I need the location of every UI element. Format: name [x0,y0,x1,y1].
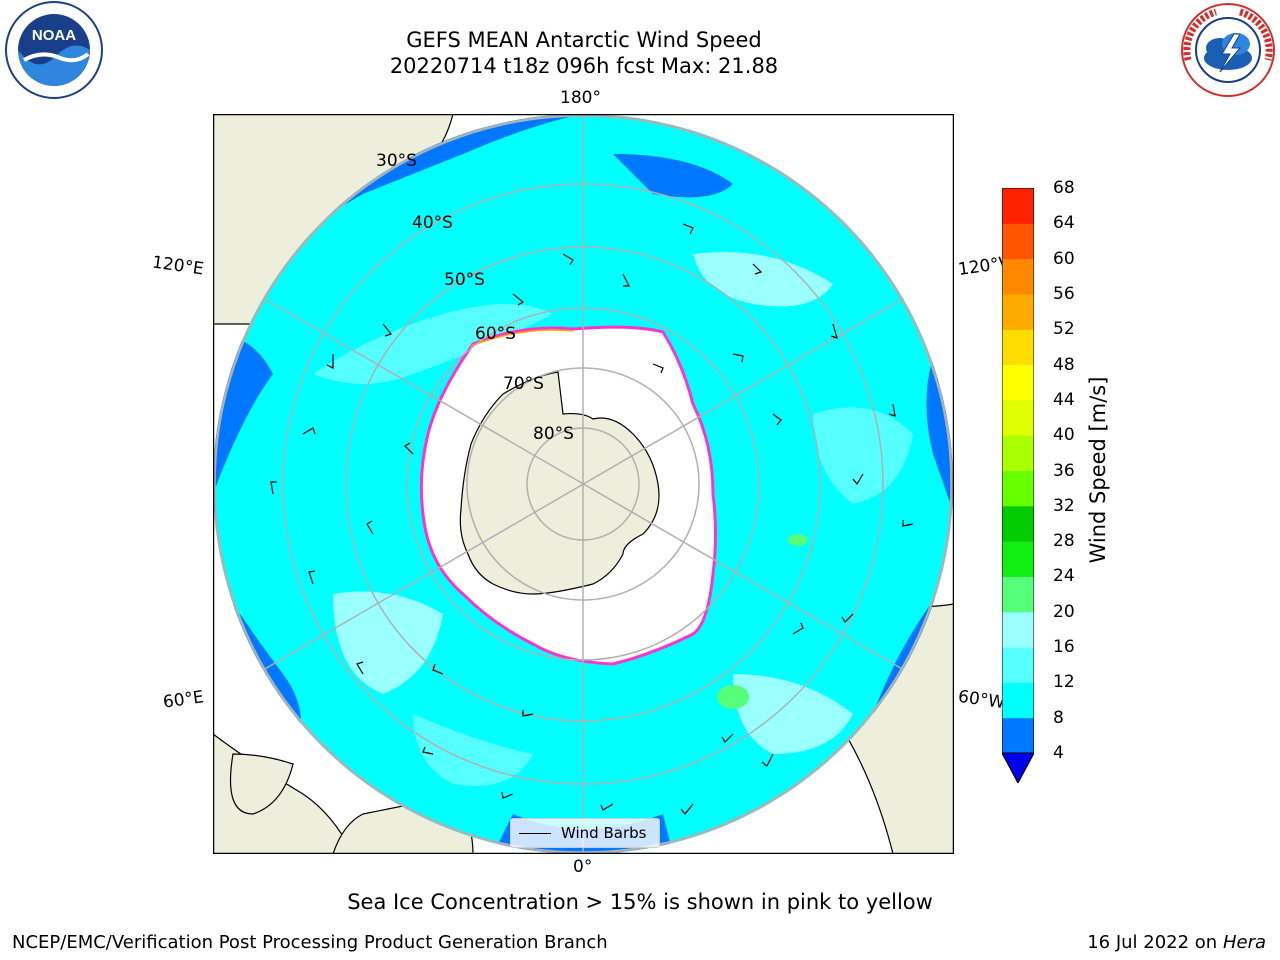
wind-band-strong-top [613,154,733,198]
colorbar-segment [1002,399,1034,436]
colorbar-tick-label: 20 [1053,601,1075,622]
colorbar-segment [1002,505,1034,542]
lat-label-40s: 40°S [412,213,453,233]
caption: Sea Ice Concentration > 15% is shown in … [347,890,933,914]
map-legend: Wind Barbs [510,818,660,848]
polar-map [213,114,954,854]
lat-label-80s: 80°S [533,424,574,444]
chart-subtitle: 20220714 t18z 096h fcst Max: 21.88 [389,54,779,78]
colorbar-segment [1002,470,1034,507]
footer-date: 16 Jul 2022 on Hera [1087,932,1266,953]
footer-machine: Hera [1222,932,1266,953]
noaa-logo-icon: NOAA [5,1,103,99]
colorbar-segment [1002,717,1034,754]
madagascar-land [230,753,294,815]
legend-label: Wind Barbs [561,824,647,842]
colorbar-segment [1002,611,1034,648]
lon-label-left-upper: 120°E [150,252,205,280]
colorbar-tick-label: 60 [1053,248,1075,269]
colorbar-tick-label: 24 [1053,566,1075,587]
colorbar-tick-label: 40 [1053,425,1075,446]
colorbar-tick-label: 64 [1053,213,1075,234]
lon-label-bottom: 0° [573,857,593,877]
colorbar-tick-label: 52 [1053,319,1075,340]
colorbar-segment [1002,223,1034,260]
colorbar-tick-label: 8 [1053,707,1064,728]
colorbar-segment [1002,576,1034,613]
footer-organization: NCEP/EMC/Verification Post Processing Pr… [12,932,608,953]
colorbar-tick-label: 68 [1053,178,1075,198]
colorbar-segment [1002,258,1034,295]
wind-max-area-1 [717,685,749,709]
colorbar-segment [1002,435,1034,471]
wind-speed-colorbar [1002,188,1034,783]
colorbar-tick-label: 16 [1053,637,1075,658]
colorbar-segment [1002,364,1034,401]
colorbar-segment [1002,188,1034,224]
wind-barbs [270,223,914,815]
colorbar-tick-label: 56 [1053,283,1075,304]
colorbar-label: Wind Speed [m/s] [1086,376,1110,564]
antarctica-land [459,371,660,595]
colorbar-tick-label: 32 [1053,495,1075,516]
lon-label-left-lower: 60°E [161,687,206,713]
wind-band-mid-3 [333,591,443,694]
wind-band-mid-4 [733,674,853,754]
colorbar-tick-label: 4 [1053,743,1064,763]
wind-band-mid-5 [413,714,533,786]
wind-max-area-2 [788,534,808,546]
chart-title: GEFS MEAN Antarctic Wind Speed [406,28,762,52]
colorbar-tick-label: 12 [1053,672,1075,693]
lat-label-50s: 50°S [444,270,485,290]
footer-date-text: 16 Jul 2022 on [1087,932,1223,953]
lat-label-60s: 60°S [475,324,516,344]
colorbar-under-arrow [1002,752,1034,783]
wind-barb-legend-line [519,832,551,834]
wind-band-mid-2 [693,252,833,307]
lon-label-right-lower: 60°W [956,686,1007,714]
colorbar-segment [1002,682,1034,719]
colorbar-tick-label: 48 [1053,354,1075,375]
colorbar-tick-label: 36 [1053,460,1075,481]
colorbar-segment [1002,647,1034,683]
wind-band-mid-1 [313,304,553,384]
lat-label-70s: 70°S [503,374,544,394]
lon-label-top: 180° [560,88,601,108]
nws-logo-icon [1181,3,1275,97]
colorbar-tick-label: 44 [1053,389,1075,410]
lat-label-30s: 30°S [376,151,417,171]
colorbar-segment [1002,329,1034,366]
wind-band-mid-6 [813,407,913,504]
noaa-logo-text: NOAA [32,27,76,44]
colorbar-segment [1002,293,1034,330]
colorbar-border [1002,188,1034,783]
colorbar-segment [1002,541,1034,577]
colorbar-tick-label: 28 [1053,531,1075,552]
